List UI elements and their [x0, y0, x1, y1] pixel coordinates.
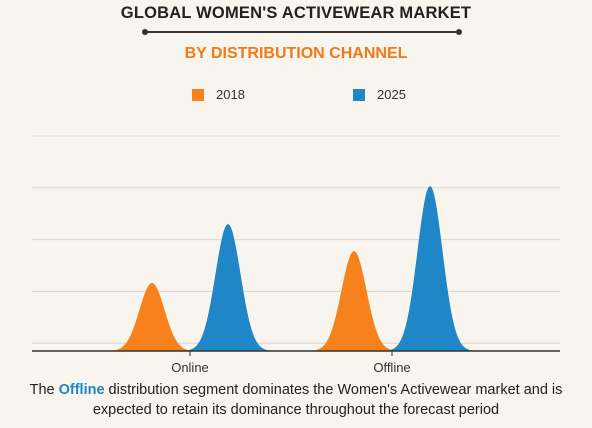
x-tick-label-online: Online [171, 360, 209, 375]
legend-item-2025: 2025 [353, 87, 406, 102]
x-tick-label-offline: Offline [373, 360, 410, 375]
chart-subtitle: BY DISTRIBUTION CHANNEL [184, 45, 408, 62]
legend-swatch-2025 [353, 88, 365, 101]
legend-swatch-2018 [192, 88, 204, 101]
peak-2025-offline [384, 186, 476, 351]
peak-2018-online [106, 283, 198, 351]
peak-2025-online [182, 224, 274, 351]
footer-caption: The Offline distribution segment dominat… [0, 380, 592, 420]
caption-text-end: distribution segment dominates the Women… [92, 382, 563, 418]
legend-label-2018: 2018 [216, 87, 245, 102]
title-underline [142, 29, 462, 35]
legend-label-2025: 2025 [377, 87, 406, 102]
caption-highlight: Offline [58, 382, 105, 398]
chart-title: GLOBAL WOMEN'S ACTIVEWEAR MARKET [120, 4, 472, 22]
peak-2018-offline [308, 251, 400, 351]
legend-item-2018: 2018 [192, 87, 245, 102]
caption-text-start: The [29, 382, 59, 398]
